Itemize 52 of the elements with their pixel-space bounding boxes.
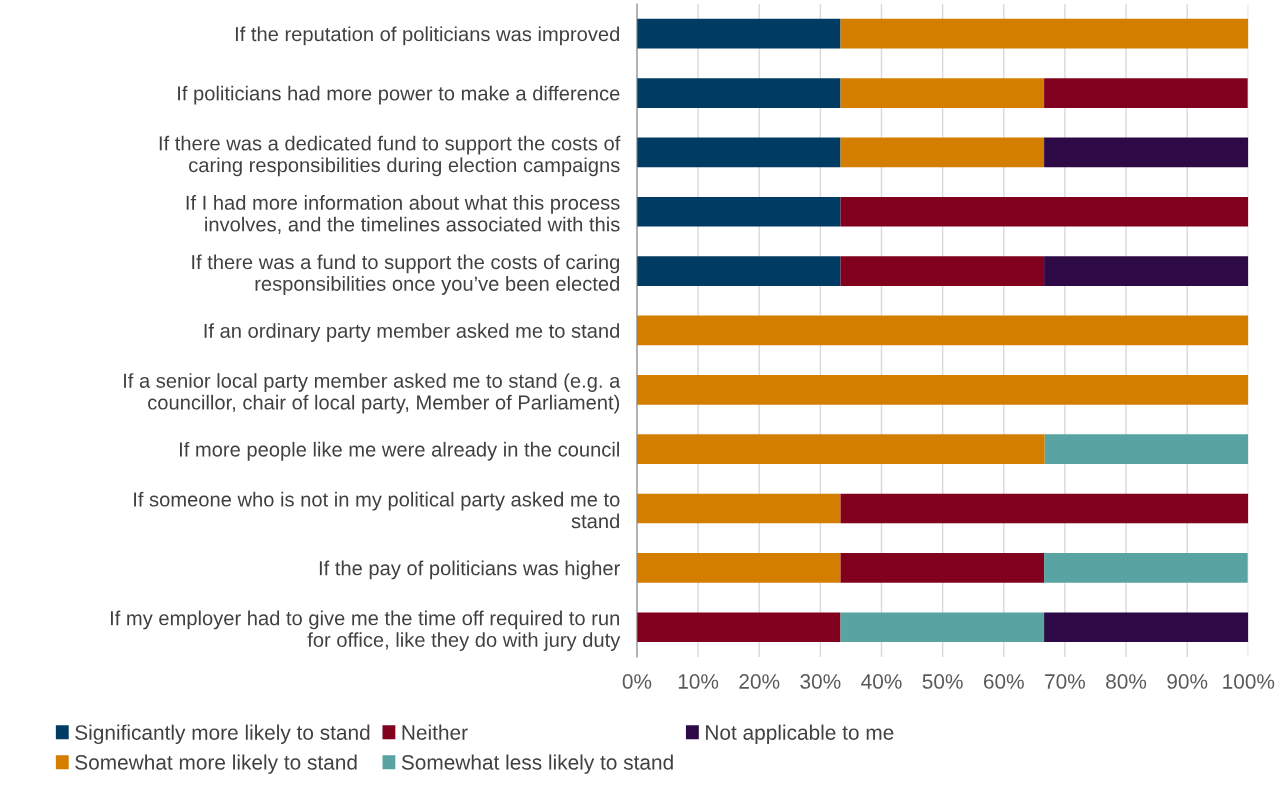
y-tick-label: If more people like me were already in the council (180, 441, 619, 461)
x-tick-label: 80% (1106, 674, 1147, 689)
y-tick-label: If the reputation of politicians was improved (235, 26, 619, 46)
bar (1044, 78, 1248, 108)
bar (636, 256, 841, 286)
bar (636, 18, 841, 49)
bar (636, 137, 841, 168)
bar (840, 256, 1045, 286)
bar (636, 374, 1249, 405)
bar (1044, 612, 1249, 643)
x-tick-label: 30% (800, 674, 841, 689)
legend-label: Somewhat less likely to stand (401, 754, 673, 774)
y-tick-label: If someone who is not in my political party asked me to stand (134, 491, 620, 529)
y-tick-label: If there was a dedicated fund to support the costs of caring responsibilities during election campaigns (159, 135, 621, 177)
y-tick-label: If the pay of politicians was higher (319, 560, 620, 580)
bar (1044, 553, 1248, 583)
legend-label: Neither (402, 724, 468, 740)
bar (636, 196, 841, 227)
bar (840, 553, 1045, 583)
legend-label: Significantly more likely to stand (75, 724, 370, 745)
x-tick-label: 60% (983, 674, 1024, 689)
x-tick-label: 100% (1223, 674, 1275, 689)
y-tick-label: If an ordinary party member asked me to stand (204, 323, 620, 342)
bar (840, 137, 1045, 168)
x-tick-label: 10% (678, 674, 719, 689)
bar (840, 18, 1249, 49)
y-tick-label: If a senior local party member asked me to stand (e.g. a councillor, chair of local party, Member of Parliament) (124, 373, 621, 414)
bar (840, 78, 1045, 108)
bar (636, 78, 841, 108)
x-tick-label: 90% (1167, 674, 1208, 689)
bar (840, 493, 1249, 524)
x-tick-label: 70% (1045, 674, 1085, 689)
x-tick-label: 40% (861, 674, 902, 689)
bar (636, 553, 841, 583)
bar (636, 612, 841, 643)
y-tick-label: If my employer had to give me the time off required to run for office, like they do with jury duty (110, 610, 621, 651)
bar (1044, 434, 1249, 464)
legend-label: Somewhat more likely to stand (75, 754, 357, 774)
y-tick-label: If politicians had more power to make a difference (178, 85, 620, 105)
x-tick-label: 50% (922, 674, 963, 689)
bar (636, 434, 1045, 464)
x-tick-label: 0% (622, 674, 652, 689)
bar (840, 196, 1249, 227)
bar (1044, 256, 1249, 286)
x-tick-label: 20% (739, 674, 780, 689)
y-tick-label: If I had more information about what this process involves, and the timelines associated with this (186, 195, 620, 234)
legend-label: Not applicable to me (706, 724, 894, 745)
bar (636, 315, 1249, 346)
bar (636, 493, 841, 524)
y-tick-label: If there was a fund to support the costs of caring responsibilities once you’ve been elected (192, 254, 620, 295)
bar (840, 612, 1045, 643)
bar (1044, 137, 1249, 168)
